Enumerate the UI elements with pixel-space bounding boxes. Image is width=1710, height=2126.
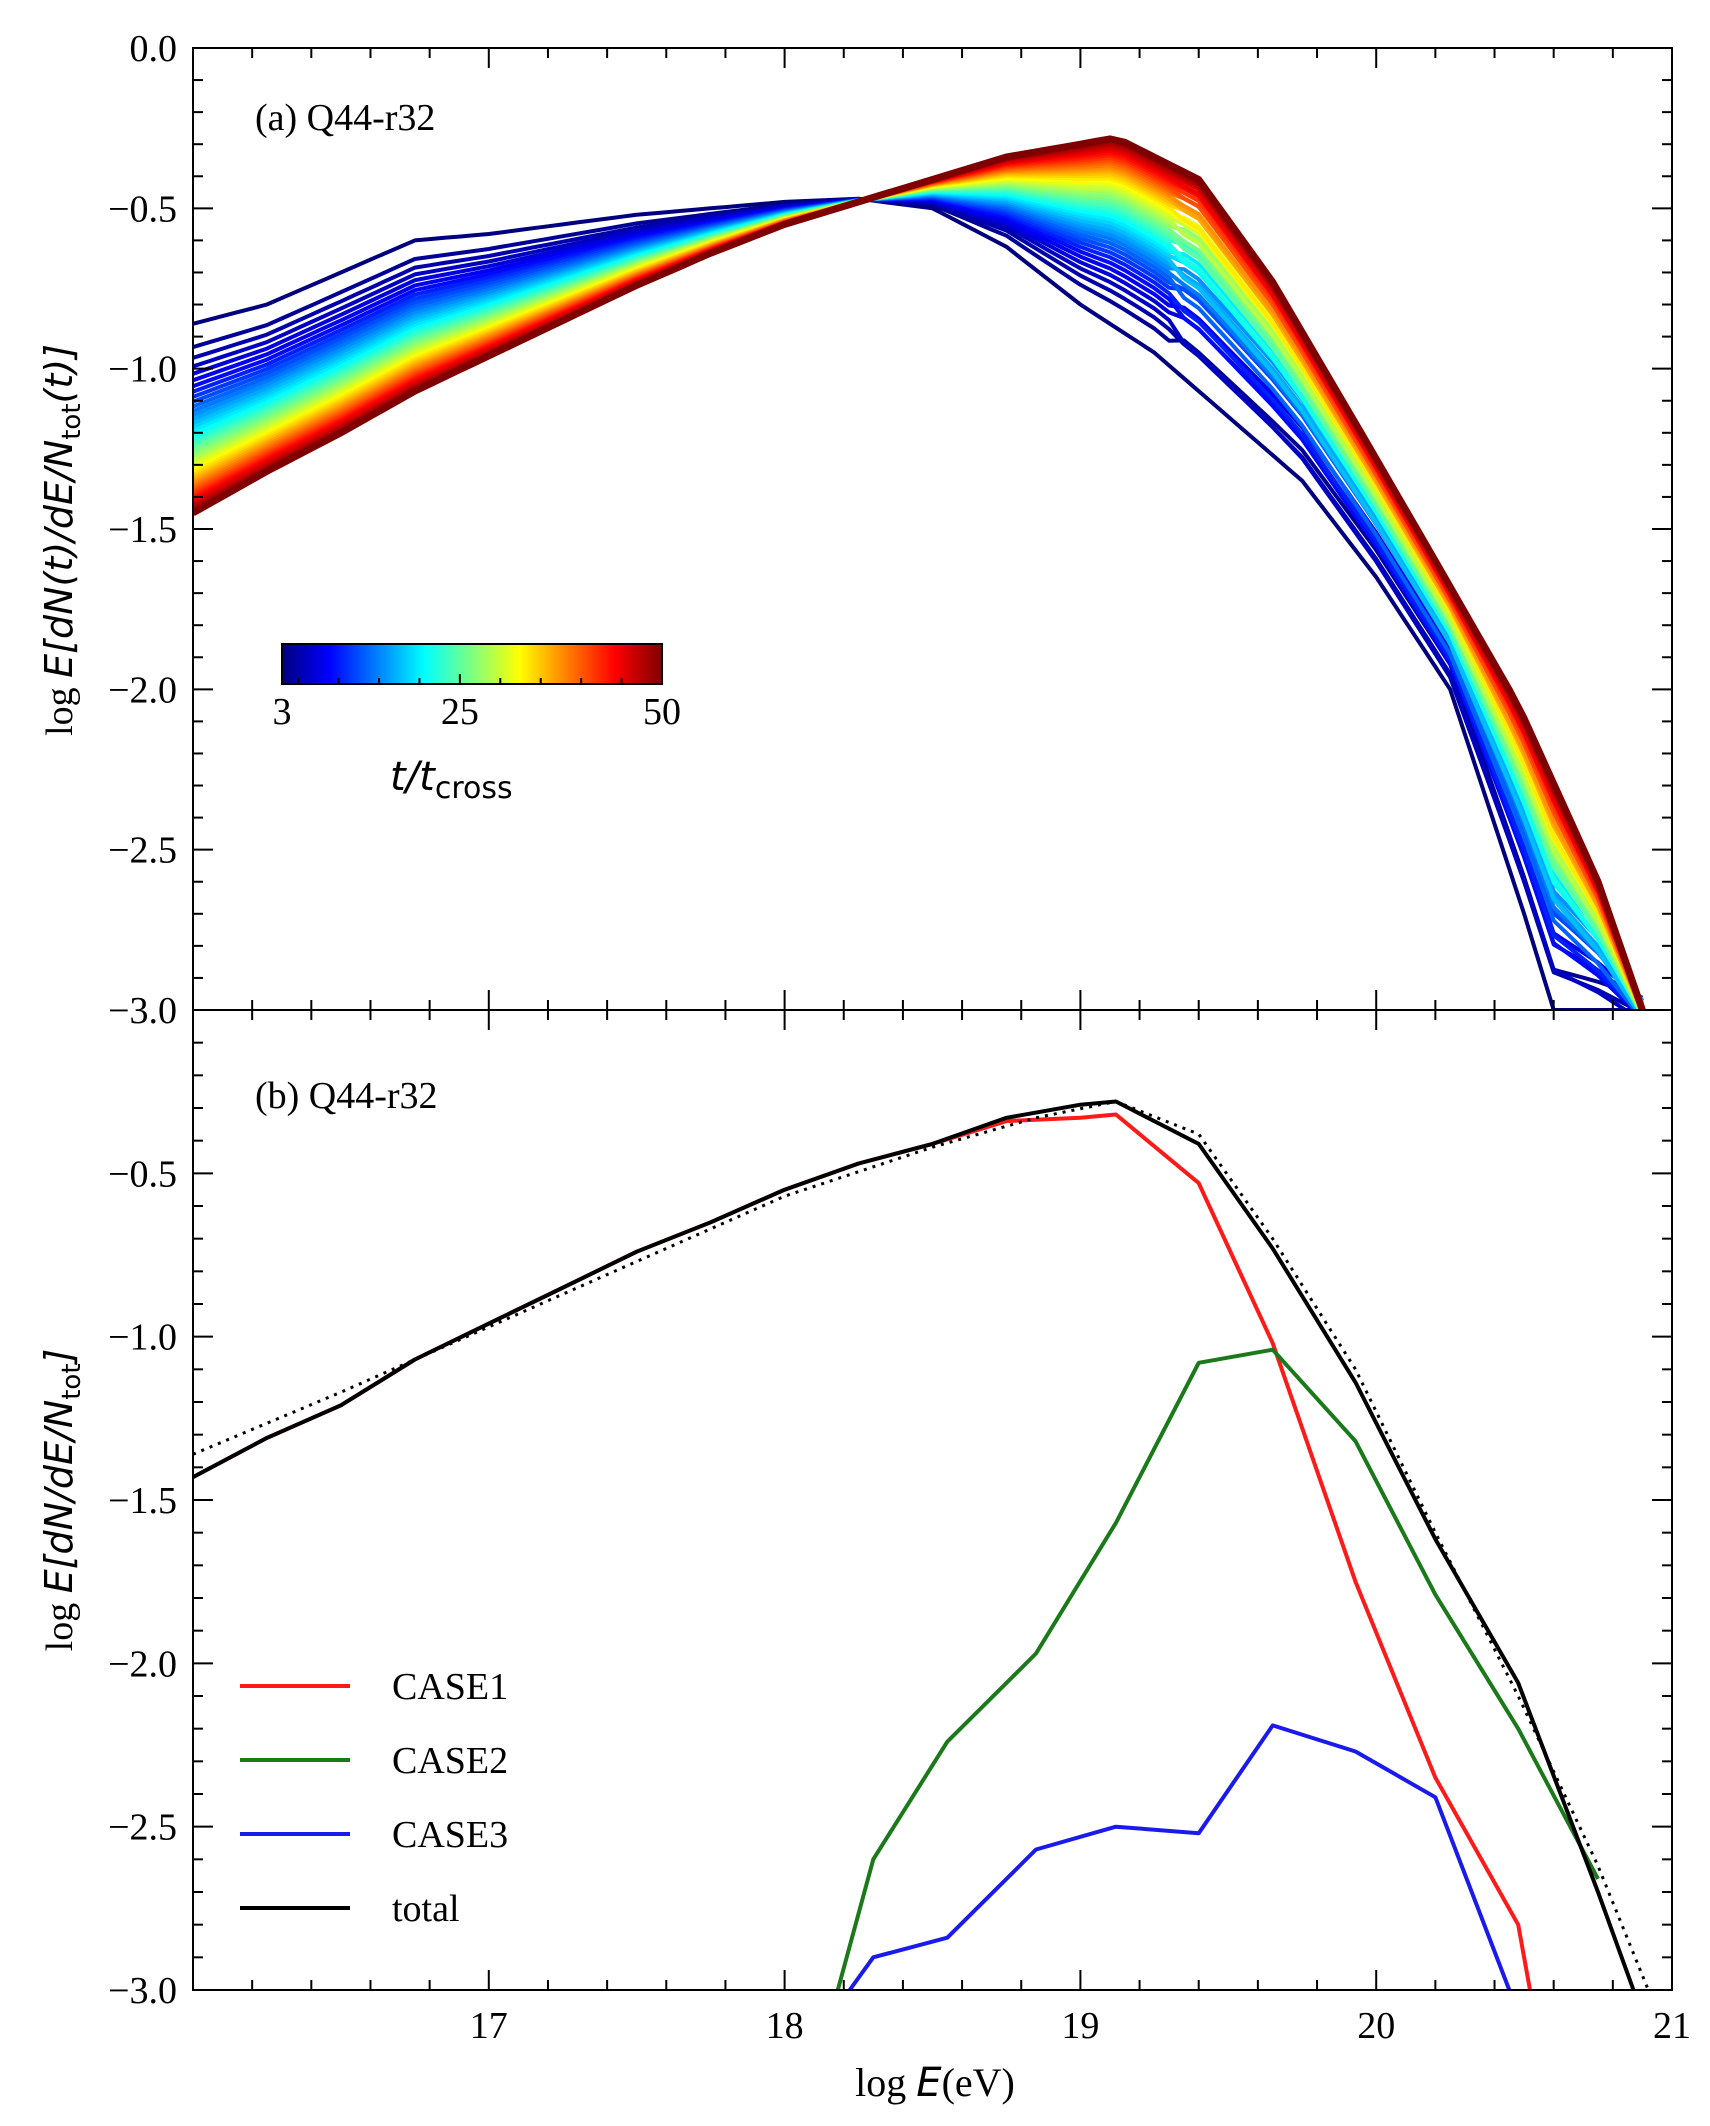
fit-dotted-line bbox=[193, 1100, 1650, 1990]
legend-label: CASE1 bbox=[392, 1666, 508, 1708]
panel-b: −0.5 −1.0 −1.5 −2.0 −2.5 −3.0 17 18 19 20 21 (b) … bbox=[37, 1009, 1691, 2106]
x-tick-label: 17 bbox=[470, 2005, 508, 2047]
y-tick-label: −3.0 bbox=[108, 1970, 177, 2012]
xlabel-suffix: (eV) bbox=[942, 2060, 1015, 2105]
panel-a-spectra bbox=[193, 135, 1646, 1010]
series-case3 bbox=[848, 1723, 1512, 1990]
series-total bbox=[193, 1099, 1636, 1990]
y-tick-label: −2.0 bbox=[108, 1643, 177, 1685]
colorbar-tick-label: 50 bbox=[643, 691, 681, 733]
y-tick-label: −1.5 bbox=[108, 509, 177, 551]
panel-b-y-tick-labels: −0.5 −1.0 −1.5 −2.0 −2.5 −3.0 bbox=[108, 1153, 177, 2012]
panel-b-ylabel-suffix: ] bbox=[37, 1349, 81, 1366]
colorbar-label-sub: cross bbox=[435, 771, 513, 806]
panel-b-series bbox=[193, 1099, 1650, 1990]
xlabel-prefix: log bbox=[855, 2060, 916, 2105]
x-tick-label: 18 bbox=[766, 2005, 804, 2047]
colorbar: 3 25 50 t/tcross bbox=[273, 643, 682, 806]
panel-b-ylabel-body: E[dN/dE/N bbox=[37, 1400, 81, 1594]
colorbar-gradient bbox=[281, 643, 663, 685]
x-tick-label: 20 bbox=[1357, 2005, 1395, 2047]
series-case2 bbox=[835, 1347, 1600, 1990]
legend-label: CASE2 bbox=[392, 1740, 508, 1782]
y-tick-label: −2.5 bbox=[108, 1807, 177, 1849]
panel-b-ylabel-sub: tot bbox=[57, 1363, 87, 1399]
x-tick-label: 21 bbox=[1653, 2005, 1691, 2047]
spectrum-curve bbox=[193, 196, 1643, 1010]
colorbar-label-main: t/t bbox=[390, 754, 436, 800]
x-axis-label: log E(eV) bbox=[855, 2060, 1015, 2106]
panel-a-label: (a) Q44-r32 bbox=[255, 97, 435, 139]
y-tick-label: −2.5 bbox=[108, 830, 177, 872]
y-tick-label: −0.5 bbox=[108, 188, 177, 230]
panel-b-y-axis-label: log E[dN/dE/Ntot] bbox=[37, 1349, 87, 1652]
panel-a-y-axis-label: log E[dN(t)/dE/Ntot(t)] bbox=[37, 344, 87, 736]
colorbar-tick-labels: 3 25 50 bbox=[273, 691, 682, 733]
y-tick-label: 0.0 bbox=[130, 28, 178, 70]
panel-a-ylabel-sub: tot bbox=[57, 403, 87, 439]
panel-a-ylabel-prefix: log bbox=[39, 678, 81, 736]
panel-b-x-tick-labels: 17 18 19 20 21 bbox=[470, 2005, 1691, 2047]
y-tick-label: −3.0 bbox=[108, 990, 177, 1032]
panel-b-ylabel-prefix: log bbox=[39, 1593, 81, 1651]
legend-label: total bbox=[392, 1888, 460, 1930]
y-tick-label: −1.0 bbox=[108, 1317, 177, 1359]
panel-a-ticks bbox=[192, 47, 1673, 1011]
legend: CASE1 CASE2 CASE3 total bbox=[240, 1666, 508, 1930]
x-tick-label: 19 bbox=[1061, 2005, 1099, 2047]
panel-b-label: (b) Q44-r32 bbox=[255, 1075, 438, 1117]
colorbar-tick-label: 25 bbox=[441, 691, 479, 733]
spectrum-curve bbox=[193, 135, 1646, 1010]
xlabel-italic: E bbox=[916, 2060, 942, 2106]
panel-a-y-tick-labels: 0.0 −0.5 −1.0 −1.5 −2.0 −2.5 −3.0 bbox=[108, 28, 177, 1032]
colorbar-tick-label: 3 bbox=[273, 691, 292, 733]
series-case1 bbox=[193, 1112, 1532, 1990]
colorbar-label: t/tcross bbox=[390, 754, 513, 806]
y-tick-label: −1.5 bbox=[108, 1480, 177, 1522]
panel-a-ylabel-body: E[dN(t)/dE/N bbox=[37, 440, 81, 678]
y-tick-label: −2.0 bbox=[108, 669, 177, 711]
legend-label: CASE3 bbox=[392, 1814, 508, 1856]
y-tick-label: −0.5 bbox=[108, 1153, 177, 1195]
panel-a-ylabel-suffix: (t)] bbox=[37, 344, 81, 403]
colorbar-ticks bbox=[297, 674, 663, 684]
panel-b-frame bbox=[192, 1009, 1673, 1991]
panel-a: 0.0−0.5−1.0−1.5−2.0−2.5−3.0 (a) Q44-r32 … bbox=[37, 28, 1673, 1032]
y-tick-label: −1.0 bbox=[108, 349, 177, 391]
